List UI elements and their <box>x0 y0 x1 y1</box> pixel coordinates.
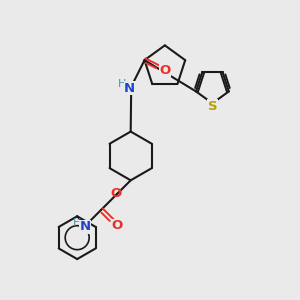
Text: O: O <box>112 219 123 232</box>
Text: H: H <box>73 218 81 227</box>
Text: O: O <box>159 64 171 77</box>
Text: O: O <box>110 188 122 200</box>
Text: N: N <box>79 220 91 233</box>
Text: O: O <box>159 64 171 77</box>
Text: H: H <box>118 80 126 89</box>
Text: N: N <box>124 82 135 95</box>
Text: S: S <box>208 100 217 113</box>
Text: O: O <box>112 219 123 232</box>
Text: N: N <box>124 82 135 95</box>
Text: S: S <box>207 99 218 113</box>
Text: N: N <box>79 220 91 233</box>
